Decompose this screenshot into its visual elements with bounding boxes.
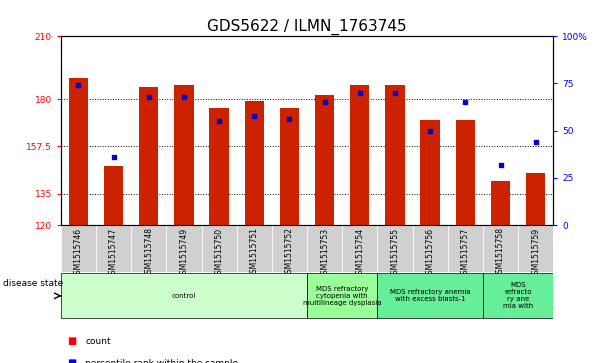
FancyBboxPatch shape	[483, 273, 553, 318]
FancyBboxPatch shape	[61, 273, 307, 318]
Text: GSM1515753: GSM1515753	[320, 227, 329, 278]
Text: GSM1515747: GSM1515747	[109, 227, 118, 278]
FancyBboxPatch shape	[447, 225, 483, 272]
Text: GSM1515746: GSM1515746	[74, 227, 83, 278]
Bar	[385, 85, 405, 225]
Text: GSM1515757: GSM1515757	[461, 227, 470, 278]
Text: GSM1515748: GSM1515748	[144, 227, 153, 278]
FancyBboxPatch shape	[237, 225, 272, 272]
FancyBboxPatch shape	[201, 225, 237, 272]
Title: GDS5622 / ILMN_1763745: GDS5622 / ILMN_1763745	[207, 19, 407, 35]
Text: GSM1515754: GSM1515754	[355, 227, 364, 278]
FancyBboxPatch shape	[342, 225, 378, 272]
Bar	[350, 85, 370, 225]
FancyBboxPatch shape	[378, 225, 413, 272]
Bar	[455, 120, 475, 225]
FancyBboxPatch shape	[518, 225, 553, 272]
Text: MDS
refracto
ry ane
mia with: MDS refracto ry ane mia with	[503, 282, 533, 309]
Text: percentile rank within the sample: percentile rank within the sample	[85, 359, 238, 363]
FancyBboxPatch shape	[483, 225, 518, 272]
FancyBboxPatch shape	[378, 273, 483, 318]
Bar	[174, 85, 193, 225]
Text: count: count	[85, 337, 111, 346]
FancyBboxPatch shape	[307, 273, 378, 318]
FancyBboxPatch shape	[167, 225, 201, 272]
FancyBboxPatch shape	[96, 225, 131, 272]
Text: GSM1515749: GSM1515749	[179, 227, 188, 278]
FancyBboxPatch shape	[272, 225, 307, 272]
Text: MDS refractory
cytopenia with
multilineage dysplasia: MDS refractory cytopenia with multilinea…	[303, 286, 381, 306]
FancyBboxPatch shape	[307, 225, 342, 272]
Text: GSM1515758: GSM1515758	[496, 227, 505, 278]
Bar	[526, 173, 545, 225]
Bar	[315, 95, 334, 225]
Text: control: control	[171, 293, 196, 299]
Text: GSM1515751: GSM1515751	[250, 227, 259, 278]
Bar	[280, 107, 299, 225]
Text: ■: ■	[67, 358, 76, 363]
Text: GSM1515752: GSM1515752	[285, 227, 294, 278]
Text: GSM1515755: GSM1515755	[390, 227, 399, 278]
Bar	[139, 87, 159, 225]
Bar	[244, 101, 264, 225]
FancyBboxPatch shape	[61, 225, 96, 272]
Text: GSM1515759: GSM1515759	[531, 227, 540, 278]
Bar	[491, 181, 510, 225]
Text: GSM1515756: GSM1515756	[426, 227, 435, 278]
Text: GSM1515750: GSM1515750	[215, 227, 224, 278]
Bar	[104, 166, 123, 225]
Bar	[421, 120, 440, 225]
Bar	[69, 78, 88, 225]
Text: disease state: disease state	[3, 280, 63, 288]
Text: ■: ■	[67, 336, 76, 346]
Bar	[209, 107, 229, 225]
FancyBboxPatch shape	[131, 225, 167, 272]
Text: MDS refractory anemia
with excess blasts-1: MDS refractory anemia with excess blasts…	[390, 289, 471, 302]
FancyBboxPatch shape	[413, 225, 447, 272]
